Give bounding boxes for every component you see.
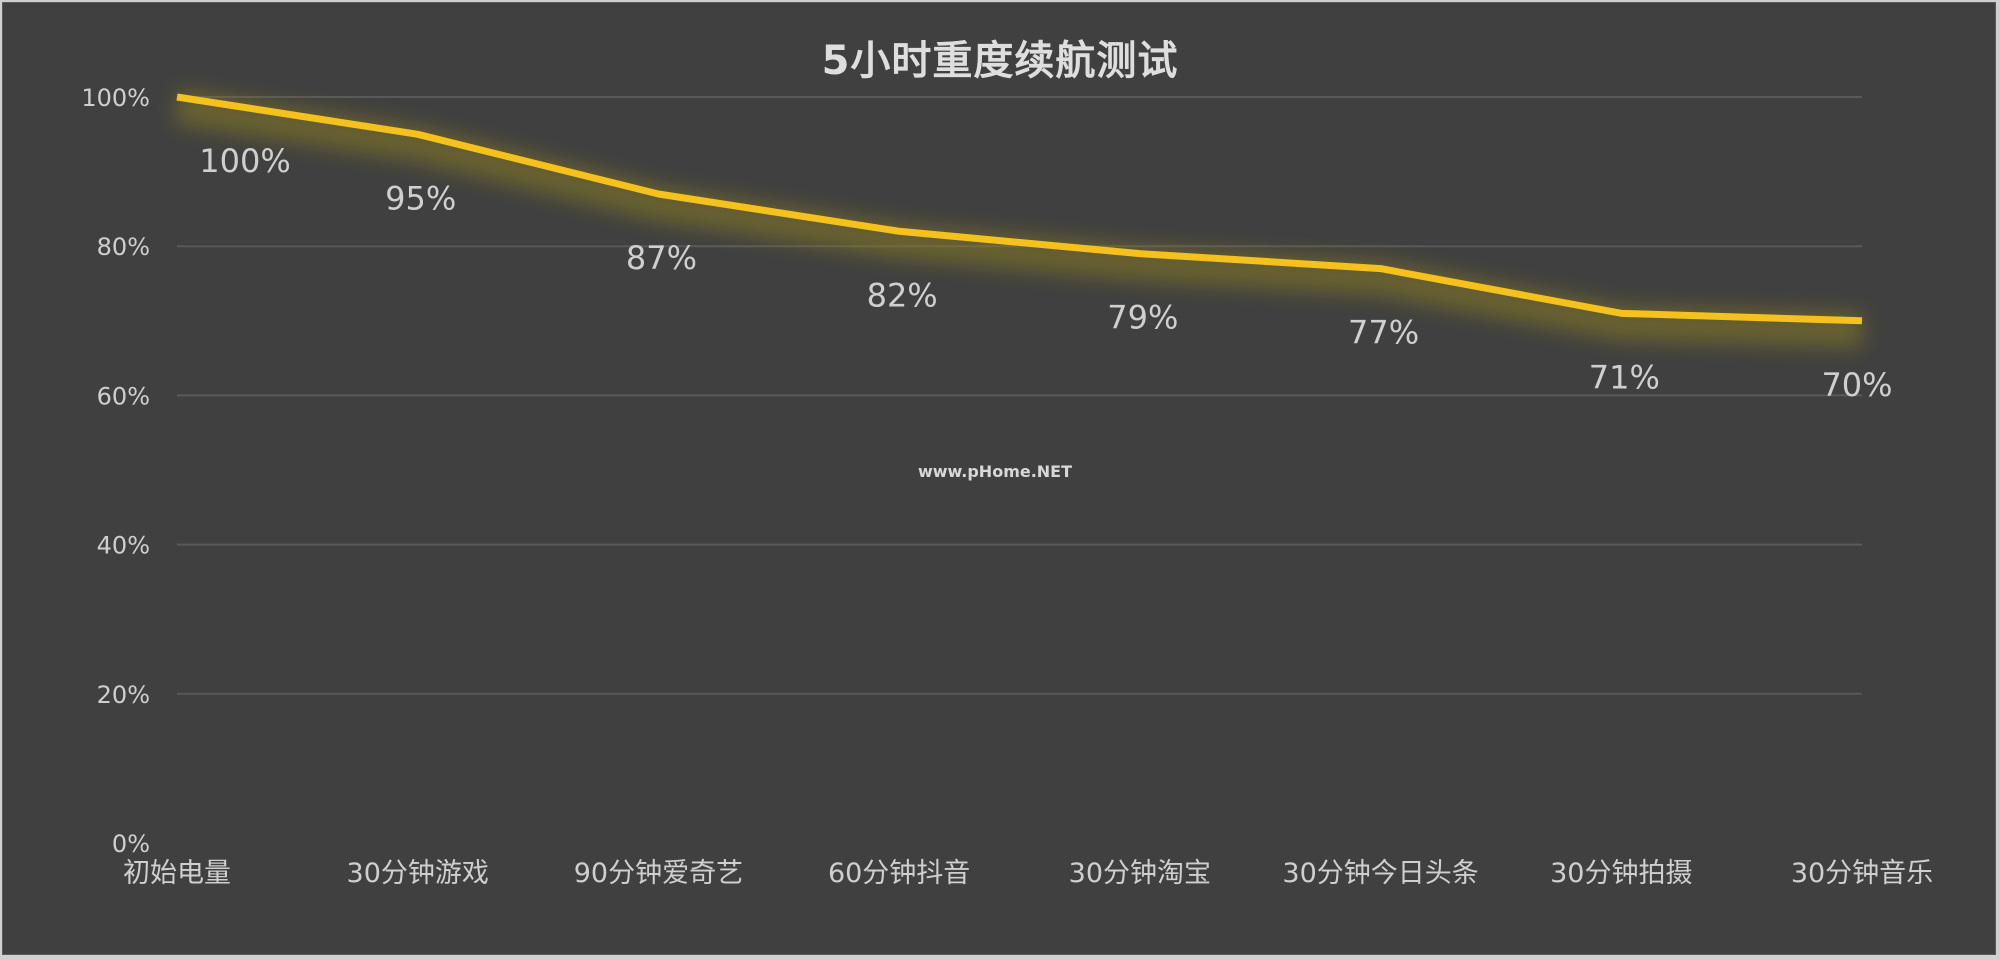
x-tick-label: 30分钟拍摄: [1550, 858, 1692, 889]
x-tick-label: 30分钟音乐: [1791, 858, 1933, 889]
x-tick-label: 初始电量: [123, 858, 231, 889]
data-labels: 100% 95% 87% 82% 79% 77% 71% 70%: [199, 142, 1892, 404]
data-label: 70%: [1821, 366, 1892, 404]
x-tick-label: 60分钟抖音: [828, 858, 970, 889]
data-label: 77%: [1348, 314, 1419, 352]
data-label: 87%: [626, 239, 697, 277]
data-label: 100%: [199, 142, 290, 180]
watermark: www.pHome.NET: [918, 462, 1072, 481]
y-tick-label: 60%: [97, 382, 150, 410]
x-tick-label: 30分钟游戏: [347, 858, 489, 889]
y-tick-label: 100%: [81, 84, 150, 112]
data-label: 71%: [1589, 358, 1660, 396]
data-label: 95%: [385, 179, 456, 217]
x-tick-label: 30分钟淘宝: [1069, 858, 1211, 889]
y-tick-label: 20%: [97, 681, 150, 709]
y-axis-ticks: 0% 20% 40% 60% 80% 100%: [81, 84, 150, 858]
y-tick-label: 80%: [97, 233, 150, 261]
series-battery: [174, 90, 1863, 348]
x-tick-label: 90分钟爱奇艺: [574, 858, 743, 889]
y-tick-label: 0%: [112, 830, 150, 858]
chart-title: 5小时重度续航测试: [821, 38, 1179, 84]
data-label: 82%: [867, 276, 938, 314]
x-axis-ticks: 初始电量 30分钟游戏 90分钟爱奇艺 60分钟抖音 30分钟淘宝 30分钟今日头条 30分…: [123, 858, 1933, 889]
y-tick-label: 40%: [97, 532, 150, 560]
x-tick-label: 30分钟今日头条: [1282, 858, 1478, 889]
gridlines: [177, 96, 1862, 695]
data-label: 79%: [1107, 299, 1178, 337]
series-line: [176, 93, 1863, 325]
line-glow: [174, 90, 1863, 348]
